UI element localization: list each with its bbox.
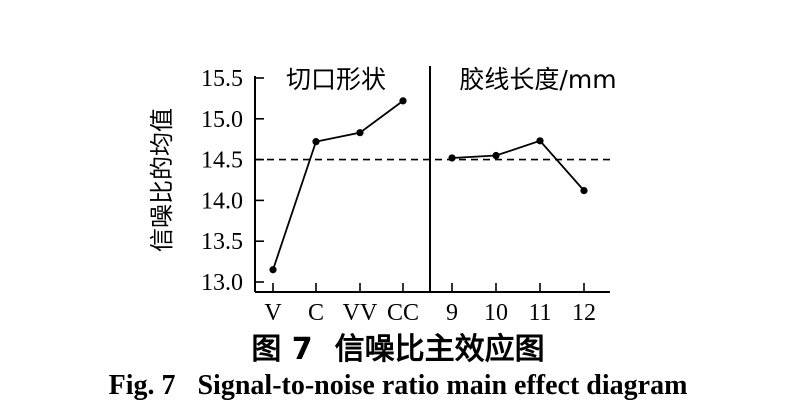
y-axis-label: 信噪比的均值	[148, 108, 176, 252]
data-point	[448, 154, 456, 162]
caption-cn-number: 图 7	[251, 332, 313, 367]
y-tick-label: 15.5	[201, 66, 243, 92]
y-tick-label: 13.5	[201, 229, 243, 255]
data-point	[356, 129, 364, 137]
data-point	[492, 151, 500, 160]
x-tick-label: 11	[528, 300, 551, 320]
x-tick-label: 9	[446, 300, 458, 320]
x-tick-label: 12	[572, 300, 596, 320]
x-tick-label: VV	[343, 300, 378, 320]
x-tick-label: V	[264, 300, 282, 320]
series-line-panel-2	[451, 139, 585, 192]
caption-en-title: Signal-to-noise ratio main effect diagra…	[197, 370, 688, 401]
main-effect-chart: 信噪比的均值 13.0 13.5 14.0 14.5 15.0 15.5 V C VV CC 9 10…	[148, 65, 617, 320]
data-point	[536, 137, 544, 145]
data-point	[312, 138, 320, 146]
y-tick-label: 13.0	[201, 270, 243, 296]
data-point	[269, 266, 277, 274]
panel-title-glue-length: 胶线长度/mm	[459, 65, 616, 94]
x-tick-label: 10	[484, 300, 508, 320]
x-tick-label: CC	[387, 300, 419, 320]
x-tick-label: C	[308, 300, 324, 320]
caption-en-number: Fig. 7	[108, 370, 176, 401]
y-tick-label: 14.0	[201, 188, 243, 214]
panel-title-notch-shape: 切口形状	[286, 65, 386, 94]
y-tick-label: 15.0	[201, 107, 243, 133]
series-line-panel-1	[272, 100, 404, 271]
data-point	[580, 187, 588, 195]
caption-cn-title: 信噪比主效应图	[334, 332, 545, 367]
y-tick-label: 14.5	[201, 148, 243, 174]
caption-english: Fig. 7 Signal-to-noise ratio main effect …	[0, 370, 796, 402]
caption-chinese: 图 7 信噪比主效应图	[0, 324, 796, 368]
data-point	[399, 97, 407, 105]
